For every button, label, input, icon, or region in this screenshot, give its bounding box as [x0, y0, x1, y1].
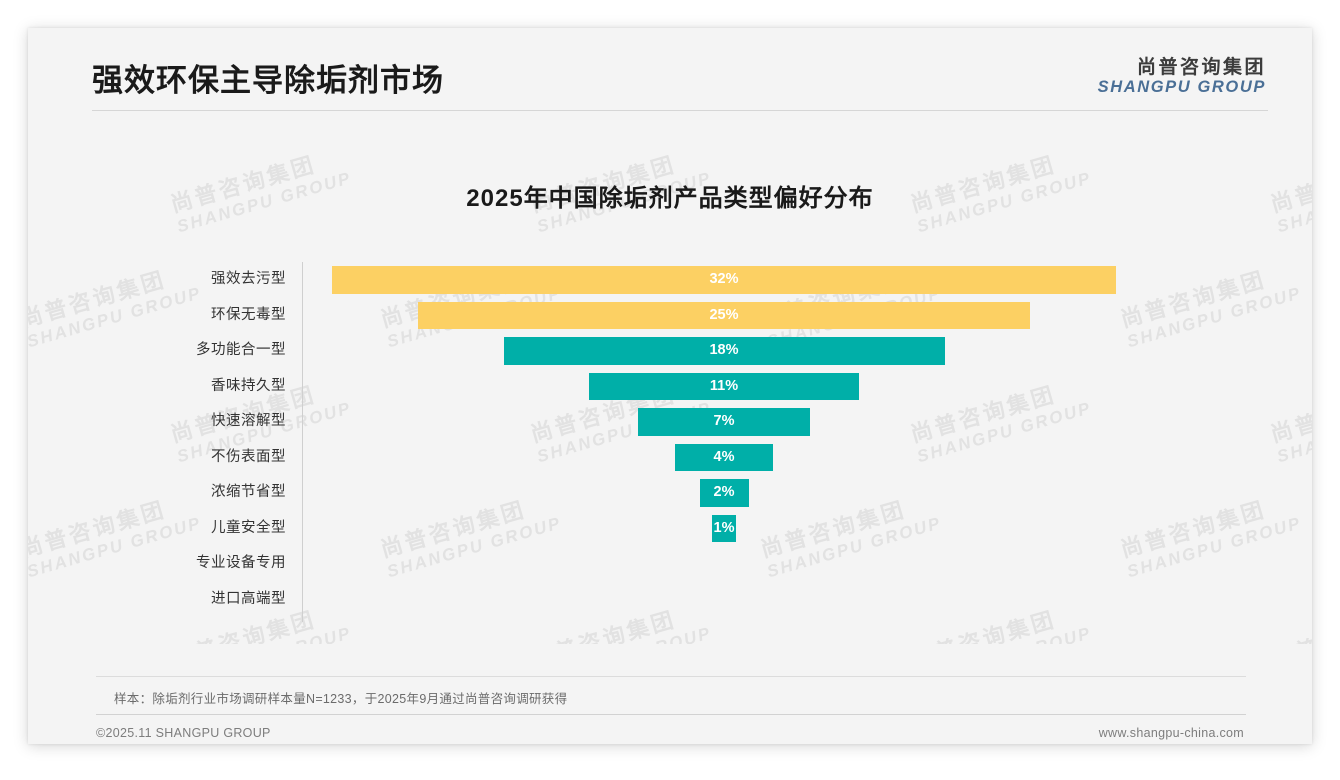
- category-label: 进口高端型: [211, 590, 286, 607]
- category-label: 强效去污型: [211, 271, 286, 287]
- copyright-text: ©2025.11 SHANGPU GROUP: [96, 726, 271, 740]
- chart-title: 2025年中国除垢剂产品类型偏好分布: [466, 185, 874, 212]
- bar-value-label: 11%: [709, 377, 739, 394]
- bar-value-label: 2%: [713, 484, 735, 500]
- category-label: 不伤表面型: [211, 448, 286, 465]
- bar-value-label: 32%: [709, 271, 739, 287]
- funnel-bar[interactable]: [699, 479, 749, 507]
- slide-canvas: 强效环保主导除垢剂市场 尚普咨询集团 SHANGPU GROUP 尚普咨询集团 S…: [28, 28, 1312, 744]
- category-label: 香味持久型: [211, 377, 286, 394]
- brand-name-cn: 尚普咨询集团: [1136, 57, 1266, 78]
- website-link[interactable]: www.shangpu-china.com: [1098, 726, 1244, 740]
- funnel-bar[interactable]: [675, 443, 773, 471]
- footer-divider: [96, 714, 1246, 715]
- chart-row: 快速溶解型 7%: [28, 404, 1312, 440]
- category-label: 浓缩节省型: [211, 484, 286, 500]
- category-label: 儿童安全型: [211, 519, 286, 536]
- bar-value-label: 25%: [709, 306, 739, 323]
- category-label: 环保无毒型: [211, 306, 286, 323]
- category-label: 专业设备专用: [196, 555, 286, 571]
- funnel-bar[interactable]: [503, 337, 945, 365]
- chart-plot-area: 强效去污型 32% 环保无毒型 25% 多功能合一型 18% 香味持久型 11% 快速溶解型 7%…: [28, 262, 1312, 622]
- chart-footnote: 样本：除垢剂行业市场调研样本量N=1233，于2025年9月通过尚普咨询调研获得: [114, 692, 568, 706]
- chart-row: 不伤表面型 4%: [28, 440, 1312, 476]
- bar-value-label: 1%: [713, 519, 735, 536]
- footnote-divider: [96, 676, 1246, 677]
- bar-value-label: 7%: [713, 413, 735, 429]
- category-label: 快速溶解型: [211, 413, 286, 429]
- funnel-bar[interactable]: [332, 266, 1116, 294]
- chart-row: 香味持久型 11%: [28, 369, 1312, 405]
- chart-row: 环保无毒型 25%: [28, 298, 1312, 334]
- funnel-bar[interactable]: [711, 514, 737, 542]
- page-title: 强效环保主导除垢剂市场: [92, 63, 444, 98]
- chart-row: 浓缩节省型 2%: [28, 475, 1312, 511]
- chart-row: 儿童安全型 1%: [28, 511, 1312, 547]
- title-divider: [92, 110, 1268, 111]
- bar-value-label: 18%: [709, 342, 739, 358]
- chart-row: 强效去污型 32%: [28, 262, 1312, 298]
- brand-logo: 尚普咨询集团 SHANGPU GROUP: [1098, 58, 1266, 96]
- chart-container: 2025年中国除垢剂产品类型偏好分布 强效去污型 32% 环保无毒型 25% 多功能合一…: [28, 124, 1312, 644]
- slide-header: 强效环保主导除垢剂市场 尚普咨询集团 SHANGPU GROUP: [28, 28, 1312, 120]
- funnel-bar[interactable]: [417, 301, 1031, 329]
- funnel-bar[interactable]: [638, 408, 810, 436]
- funnel-bar[interactable]: [589, 372, 859, 400]
- slide-footer: ©2025.11 SHANGPU GROUP www.shangpu-china…: [28, 714, 1312, 744]
- category-axis-line: [302, 262, 303, 622]
- chart-row: 多功能合一型 18%: [28, 333, 1312, 369]
- chart-row: 进口高端型: [28, 582, 1312, 618]
- chart-row: 专业设备专用: [28, 546, 1312, 582]
- brand-name-en: SHANGPU GROUP: [1097, 77, 1266, 96]
- category-label: 多功能合一型: [196, 342, 286, 358]
- bar-value-label: 4%: [713, 448, 735, 465]
